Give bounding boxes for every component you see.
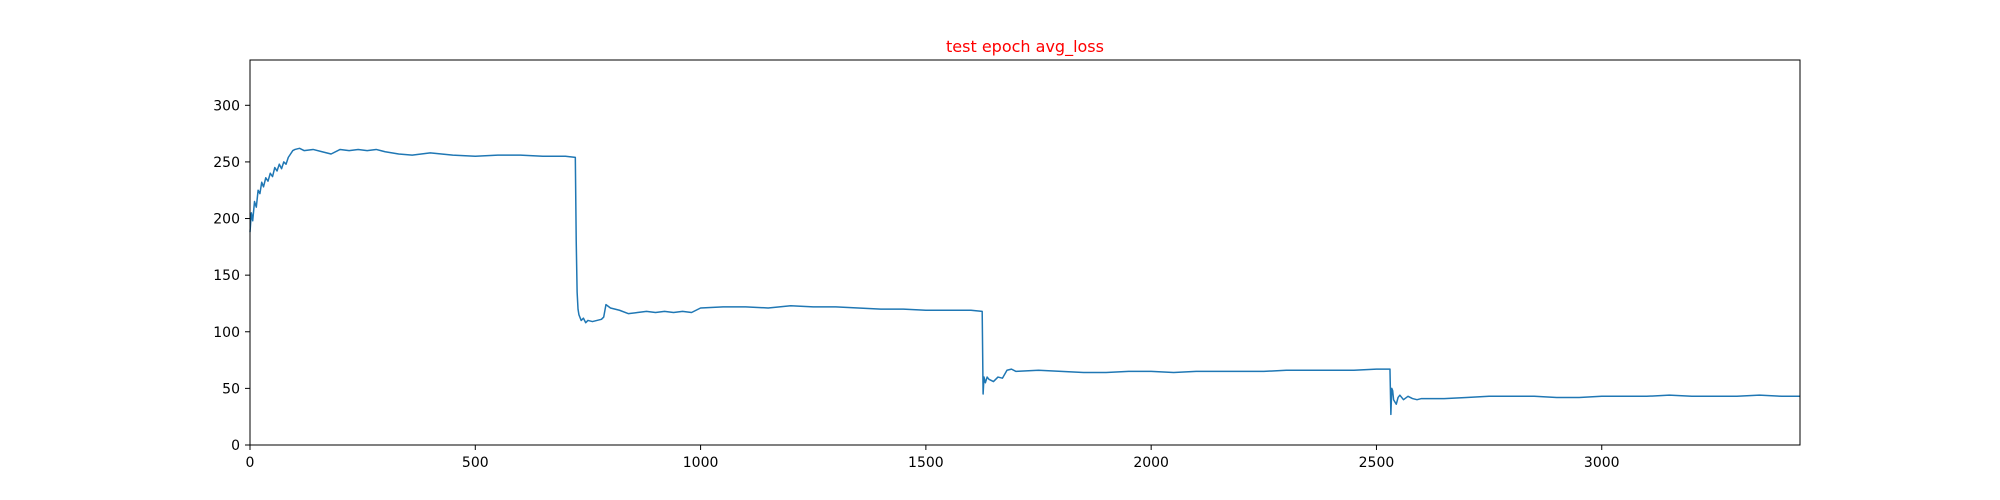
chart-title: test epoch avg_loss xyxy=(946,37,1104,57)
y-tick-label: 0 xyxy=(231,438,240,454)
y-tick-label: 150 xyxy=(213,268,240,284)
x-tick-label: 0 xyxy=(246,455,255,471)
x-tick-label: 2000 xyxy=(1133,455,1169,471)
x-tick-label: 500 xyxy=(462,455,489,471)
series-line-avg-loss xyxy=(249,147,1800,416)
x-tick-label: 1500 xyxy=(908,455,944,471)
x-tick-label: 2500 xyxy=(1359,455,1395,471)
x-axis: 0 500 1000 1500 2000 2500 3000 xyxy=(246,445,1620,471)
y-tick-label: 50 xyxy=(222,381,240,397)
y-tick-label: 100 xyxy=(213,325,240,341)
y-tick-label: 300 xyxy=(213,98,240,114)
plot-area-frame xyxy=(249,59,1801,446)
y-tick-label: 200 xyxy=(213,212,240,228)
y-axis: 0 50 100 150 200 250 300 xyxy=(213,98,250,454)
x-tick-label: 3000 xyxy=(1584,455,1620,471)
x-tick-label: 1000 xyxy=(683,455,719,471)
y-tick-label: 250 xyxy=(213,155,240,171)
